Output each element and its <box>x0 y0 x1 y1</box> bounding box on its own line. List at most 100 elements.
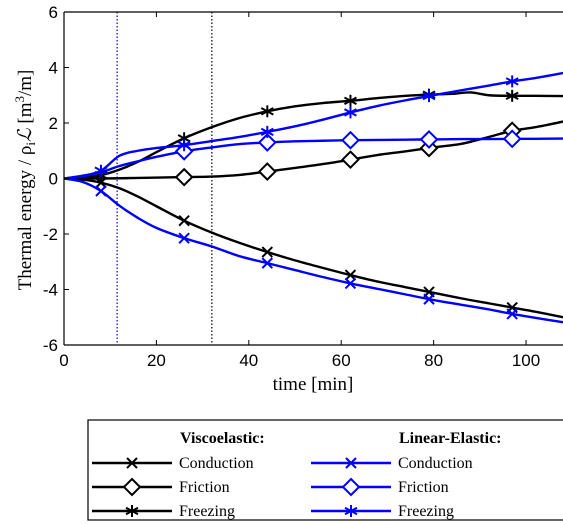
series-linear-elastic-freezing-point-4 <box>422 90 436 103</box>
y-tick-label-4: 2 <box>49 114 58 133</box>
series-linear-elastic-freezing-point-1 <box>177 139 191 152</box>
legend-linear-elastic-friction-marker <box>341 477 361 497</box>
series-viscoelastic-conduction-point-1 <box>178 214 190 227</box>
series-linear-elastic-conduction-point-0-stroke-b <box>95 185 107 197</box>
series-linear-elastic-friction-point-4-shape <box>502 129 522 149</box>
series-viscoelastic-freezing-point-3-stroke-c <box>343 96 357 105</box>
legend-viscoelastic-friction-marker-shape <box>122 477 142 497</box>
legend-viscoelastic-freezing-label: Freezing <box>179 503 235 520</box>
series-linear-elastic-conduction-point-3 <box>344 277 357 290</box>
y-tick-label-6: 6 <box>49 3 58 22</box>
series-linear-elastic-freezing-line <box>64 71 563 180</box>
legend-viscoelastic-freezing-marker <box>125 505 139 517</box>
legend-linear-elastic-friction-marker-shape <box>341 477 361 497</box>
plot-content <box>64 12 563 345</box>
series-linear-elastic-conduction-point-4-stroke-b <box>423 293 435 305</box>
x-tick-label-2: 40 <box>239 351 258 370</box>
series-linear-elastic-conduction-line <box>64 177 563 324</box>
series-linear-elastic-freezing-point-4-stroke-c <box>422 91 436 101</box>
legend-linear-elastic-conduction-label: Conduction <box>398 455 473 472</box>
series-linear-elastic-friction-point-1 <box>257 133 277 152</box>
series-linear-elastic-friction-point-3-shape <box>419 130 439 149</box>
y-tick-label-3: 0 <box>49 170 58 189</box>
series-viscoelastic-freezing-point-2 <box>260 105 274 118</box>
series-linear-elastic-conduction-point-1 <box>178 232 190 244</box>
y-tick-label-0: -6 <box>43 336 58 355</box>
series-viscoelastic-freezing-point-1-stroke-c <box>177 134 191 143</box>
series-linear-elastic-freezing-point-3-stroke-c <box>343 108 357 117</box>
series-viscoelastic-friction-point-1-shape <box>257 162 277 181</box>
legend: Viscoelastic: Linear-Elastic: Conduction… <box>87 419 563 521</box>
series-viscoelastic-friction-point-0-shape <box>174 167 194 187</box>
legend-viscoelastic-conduction-label: Conduction <box>179 455 254 472</box>
y-tick-label-2: -2 <box>43 225 58 244</box>
y-axis-label-unit-superscript: 3 <box>12 96 27 103</box>
series-linear-elastic-conduction-point-2-stroke-b <box>261 257 274 269</box>
series-linear-elastic-freezing-point-0-stroke-c <box>94 166 108 175</box>
y-tick-label-5: 4 <box>49 59 58 78</box>
axes: 0 20 40 60 80 100 -6 -4 -2 0 2 4 6 <box>43 3 563 370</box>
series-linear-elastic-friction-line <box>64 137 563 180</box>
series-linear-elastic-conduction-point-5-stroke-b <box>506 308 518 320</box>
series-linear-elastic-freezing-point-3 <box>343 106 357 119</box>
plot-area <box>64 12 563 345</box>
series-viscoelastic-friction-point-0 <box>174 167 194 187</box>
series-linear-elastic-conduction-point-2 <box>261 257 274 269</box>
legend-linear-elastic-freezing-marker-stroke-c <box>344 506 358 516</box>
y-axis-label: Thermal energy / ρiℒ [m3/m] <box>12 70 38 291</box>
series-linear-elastic-freezing-point-1-stroke-c <box>177 141 191 150</box>
legend-viscoelastic-friction-marker <box>122 477 142 497</box>
legend-box <box>87 419 563 521</box>
series-linear-elastic-friction-point-1-shape <box>257 133 277 152</box>
legend-viscoelastic-freezing-marker-stroke-c <box>125 506 139 516</box>
series-viscoelastic-conduction-point-1-stroke-b <box>178 214 190 227</box>
series-viscoelastic-conduction-point-3-stroke-b <box>344 269 357 281</box>
x-tick-label-4: 80 <box>424 351 443 370</box>
series-viscoelastic-conduction-line <box>64 177 563 319</box>
x-tick-label-0: 0 <box>59 351 68 370</box>
y-axis-label-main: Thermal energy / ρ <box>15 146 36 291</box>
legend-linear-elastic-freezing-marker <box>344 505 358 517</box>
series-linear-elastic-freezing-point-5-stroke-c <box>505 77 519 86</box>
series-viscoelastic-freezing-point-5-stroke-c <box>505 91 519 100</box>
y-tick-label-1: -4 <box>43 281 58 300</box>
legend-viscoelastic-conduction-marker-stroke-b <box>126 457 138 469</box>
legend-linear-elastic-freezing-label: Freezing <box>398 503 454 520</box>
legend-items: Conduction Friction Freezing Conduction Fric… <box>92 455 473 520</box>
legend-linear-elastic-friction-label: Friction <box>398 479 449 496</box>
series-linear-elastic-friction-point-2 <box>341 130 360 150</box>
series-viscoelastic-conduction-point-2 <box>261 246 274 258</box>
series-viscoelastic-freezing-point-2-stroke-c <box>260 107 274 116</box>
series-linear-elastic-friction-point-2-shape <box>341 130 360 150</box>
series-linear-elastic-freezing-point-0 <box>94 164 108 177</box>
series-linear-elastic-freezing-point-5 <box>505 75 519 88</box>
x-axis-label: time [min] <box>273 374 354 395</box>
y-axis-label-unit: [m <box>15 102 36 128</box>
series-linear-elastic-conduction-point-0 <box>95 185 107 197</box>
legend-title-viscoelastic: Viscoelastic: <box>180 430 265 447</box>
legend-linear-elastic-conduction-marker-stroke-b <box>345 457 357 469</box>
legend-linear-elastic-conduction-marker <box>345 457 357 469</box>
x-tick-label-3: 60 <box>332 351 351 370</box>
x-tick-label-1: 20 <box>147 351 166 370</box>
series-linear-elastic-freezing-point-2 <box>260 125 274 138</box>
y-axis-label-script: ℒ <box>15 127 36 142</box>
series-viscoelastic-friction-point-1 <box>257 162 277 181</box>
series-viscoelastic-freezing-point-5 <box>505 89 519 102</box>
series-linear-elastic-conduction-point-4 <box>423 293 435 305</box>
series-linear-elastic-conduction-point-3-stroke-b <box>344 277 357 290</box>
series-linear-elastic-friction-point-4 <box>502 129 522 149</box>
series-linear-elastic-conduction-point-1-stroke-b <box>178 232 190 244</box>
series-linear-elastic-conduction-point-5 <box>506 308 518 320</box>
y-axis-label-subscript: i <box>23 142 38 146</box>
x-tick-label-5: 100 <box>512 351 540 370</box>
series-viscoelastic-friction-point-2 <box>341 150 360 170</box>
legend-viscoelastic-friction-label: Friction <box>179 479 230 496</box>
series-viscoelastic-freezing-point-3 <box>343 94 357 107</box>
legend-viscoelastic-conduction-marker <box>126 457 138 469</box>
series-viscoelastic-friction-point-2-shape <box>341 150 360 170</box>
series-linear-elastic-freezing-point-2-stroke-c <box>260 127 274 137</box>
series-viscoelastic-conduction-point-3 <box>344 269 357 281</box>
legend-title-linear-elastic: Linear-Elastic: <box>399 430 502 447</box>
